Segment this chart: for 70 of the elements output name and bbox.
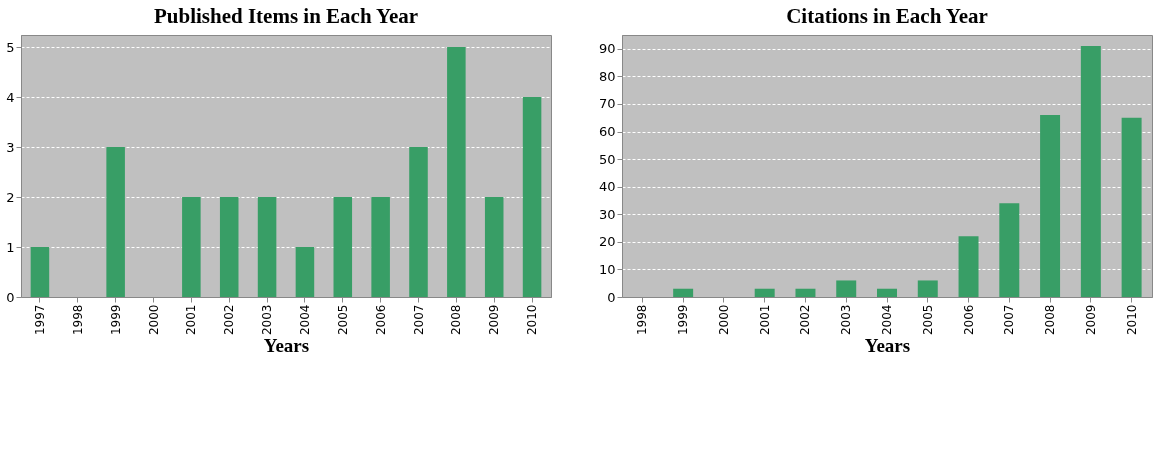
y-tick-label: 40 [598,179,616,195]
x-tick-label: 2005 [335,304,350,336]
y-tick-label: 90 [598,41,616,57]
x-tick-label: 2002 [222,304,237,336]
bar [333,197,353,297]
chart-title: Citations in Each Year [786,4,988,28]
bar [795,288,816,297]
y-tick-label: 30 [598,206,616,222]
bar [958,236,979,297]
bar [106,147,125,297]
x-tick-label: 1998 [635,304,650,336]
y-tick-label: 10 [598,261,616,277]
chart-title: Published Items in Each Year [153,4,419,28]
bar [836,280,857,297]
bar [1080,46,1101,297]
bar [1121,117,1142,297]
x-tick-label: 2007 [411,304,426,336]
x-axis-title: Years [263,335,310,357]
x-tick-label: 2004 [297,304,312,336]
x-tick-label: 2004 [880,304,894,336]
bar [409,147,428,297]
x-tick-label: 2006 [961,304,976,336]
y-tick-label: 20 [598,234,616,250]
y-tick-label: 4 [6,89,15,105]
bar [371,197,390,297]
x-tick-label: 1998 [70,304,85,336]
y-tick-label: 50 [598,151,616,167]
y-tick-label: 60 [598,124,616,140]
x-tick-label: 2003 [260,304,275,336]
y-tick-label: 0 [607,289,616,305]
x-tick-label: 2003 [839,304,854,336]
x-tick-label: 1999 [676,304,691,336]
y-tick-label: 0 [6,289,15,305]
x-tick-label: 2010 [1124,304,1139,336]
bar [30,247,50,297]
x-tick-label: 2010 [525,304,540,336]
bar [522,97,542,297]
x-tick-label: 1997 [32,304,47,336]
bar [257,197,277,297]
y-tick-label: 3 [6,139,15,155]
bar [219,197,239,297]
bar [999,203,1020,297]
bar [447,47,466,297]
x-axis-title: Years [864,335,911,357]
y-tick-label: 5 [6,39,15,55]
bar [295,247,315,297]
x-tick-label: 2000 [716,304,731,336]
y-tick-label: 80 [598,68,616,84]
bar [1040,114,1061,297]
y-tick-label: 70 [598,96,616,112]
x-tick-label: 2009 [1083,304,1098,336]
x-tick-label: 2008 [1043,304,1058,336]
y-tick-label: 1 [6,239,15,255]
x-tick-label: 2008 [449,304,464,336]
x-tick-label: 2000 [146,304,161,336]
x-tick-label: 2002 [798,304,813,336]
y-tick-label: 2 [6,189,15,205]
x-tick-label: 2001 [757,304,772,336]
x-tick-label: 2006 [373,304,388,336]
bar [917,280,938,297]
x-tick-label: 2001 [184,304,199,336]
x-tick-label: 2009 [487,304,502,336]
bar [877,288,897,297]
bar [673,288,694,297]
bar [754,288,775,297]
x-tick-label: 1999 [108,304,123,336]
bar [484,197,504,297]
x-tick-label: 2005 [920,304,935,336]
bar [182,197,201,297]
x-tick-label: 2007 [1002,304,1017,336]
